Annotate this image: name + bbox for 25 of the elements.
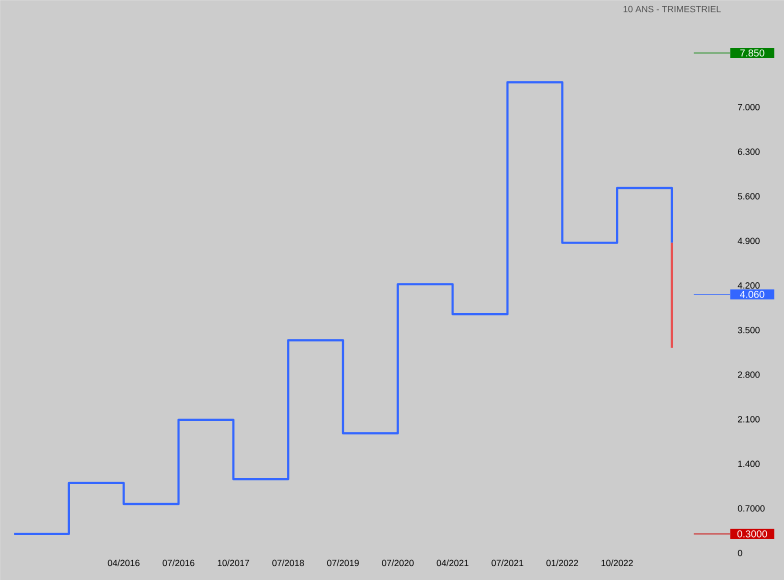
x-tick-label: 07/2020 [382, 560, 414, 566]
x-tick-label: 07/2021 [492, 560, 524, 566]
ref-line-label: 0.3000 [737, 530, 768, 538]
x-tick-label: 10/2017 [218, 560, 250, 566]
x-tick-label: 10/2022 [602, 560, 633, 566]
y-tick-label: 0 [738, 550, 742, 556]
y-tick-label: 0.7000 [738, 505, 765, 512]
y-tick-label: 5.600 [738, 193, 760, 200]
x-tick-label: 04/2021 [436, 560, 468, 566]
x-tick-label: 07/2018 [272, 560, 304, 566]
x-tick-label: 07/2016 [162, 560, 194, 566]
x-tick-label: 07/2019 [327, 560, 359, 566]
y-tick-label: 3.500 [738, 326, 760, 334]
y-tick-label: 2.100 [738, 416, 760, 422]
y-tick-label: 1.400 [738, 460, 760, 468]
y-tick-label: 6.300 [738, 148, 760, 155]
y-tick-label: 2.800 [738, 371, 760, 378]
ref-line-label: 4.060 [740, 290, 764, 298]
x-tick-label: 01/2022 [546, 560, 578, 566]
ref-line-label: 7.850 [740, 49, 764, 56]
y-tick-label: 4.900 [738, 238, 760, 244]
x-tick-label: 04/2016 [108, 560, 140, 566]
chart-subtitle: 10 ANS - TRIMESTRIEL [624, 6, 721, 12]
y-tick-label: 7.000 [738, 104, 760, 110]
y-tick-label: 4.200 [738, 282, 760, 289]
